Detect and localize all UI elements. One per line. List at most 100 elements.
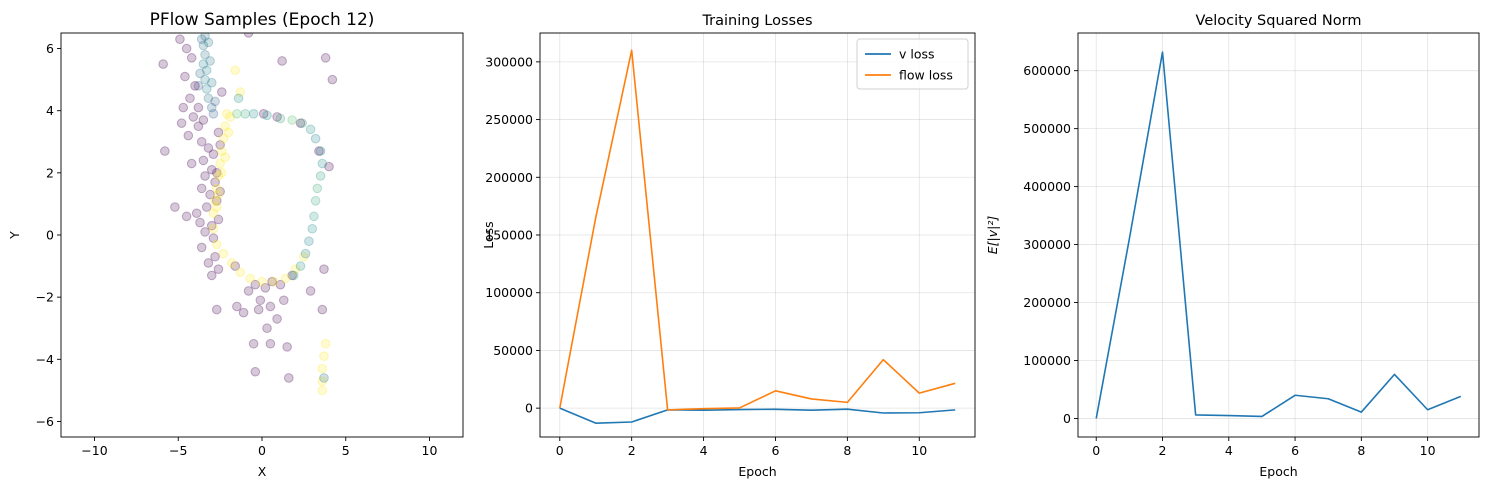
scatter-point — [201, 84, 212, 94]
scatter-point — [188, 112, 199, 122]
scatter-point — [327, 74, 338, 85]
scatter-point — [253, 304, 264, 315]
scatter-point — [176, 118, 187, 128]
scatter-point — [265, 301, 276, 312]
scatter-point — [217, 87, 227, 97]
scatter-point — [158, 59, 168, 69]
scatter-point — [210, 251, 220, 262]
scatter-point — [320, 338, 331, 349]
scatter-point — [196, 34, 207, 45]
x-tick-label: 4 — [1225, 443, 1233, 458]
y-axis-label: E[|v|²] — [985, 216, 1000, 255]
scatter-point — [200, 171, 210, 181]
scatter-point — [272, 314, 282, 324]
scatter-point — [320, 53, 331, 63]
scatter-point — [186, 158, 197, 169]
scatter-point — [206, 77, 217, 88]
scatter-point — [289, 270, 299, 281]
scatter-point — [211, 196, 222, 206]
y-tick-label: 0 — [46, 228, 54, 243]
scatter-point — [319, 373, 329, 383]
chart-title: Training Losses — [701, 13, 812, 29]
scatter-point — [217, 146, 227, 156]
scatter-point — [315, 146, 326, 156]
scatter-point — [245, 273, 256, 284]
scatter-point — [206, 164, 217, 175]
scatter-point — [258, 109, 269, 119]
scatter-point — [198, 115, 209, 125]
scatter-point — [250, 366, 261, 377]
y-axis-label: Y — [7, 231, 22, 240]
scatter-point — [201, 202, 212, 212]
scatter-point — [262, 323, 272, 334]
scatter-point — [230, 65, 240, 76]
axes-frame — [1077, 32, 1480, 438]
scatter-point — [210, 96, 220, 107]
scatter-point — [175, 34, 185, 45]
x-tick-label: 8 — [1357, 443, 1365, 458]
chart-panel-3: 0 2 4 6 8 10 0 100000 200000 300000 400000 500000 60… — [985, 13, 1480, 479]
scatter-point — [267, 276, 277, 287]
scatter-point — [310, 196, 321, 206]
scatter-point — [198, 40, 209, 51]
legend-label: flow loss — [899, 68, 953, 83]
x-tick-label: 10 — [422, 443, 438, 458]
scatter-point — [180, 71, 190, 82]
x-tick-label: 6 — [1291, 443, 1299, 458]
scatter-point — [268, 276, 279, 287]
series-line-v-loss — [559, 407, 956, 424]
scatter-point — [208, 233, 219, 243]
scatter-point — [206, 102, 217, 113]
y-tick-label: 400000 — [1023, 179, 1071, 194]
x-tick-label: 8 — [843, 443, 851, 458]
scatter-point — [305, 286, 316, 296]
y-axis-label: Loss — [481, 221, 496, 248]
scatter-point — [193, 81, 204, 91]
scatter-point — [208, 208, 219, 219]
scatter-point — [211, 202, 222, 212]
scatter-point — [232, 109, 242, 119]
scatter-point — [213, 189, 224, 200]
plot-area — [1095, 51, 1462, 419]
x-tick-label: 5 — [342, 443, 350, 458]
scatter-point — [235, 87, 246, 97]
legend-box — [856, 38, 969, 90]
scatter-point — [222, 109, 232, 119]
y-tick-label: 300000 — [1023, 237, 1071, 252]
series-line-flow-loss — [558, 49, 956, 411]
scatter-point — [317, 304, 328, 315]
scatter-point — [191, 208, 202, 219]
scatter-point — [230, 261, 240, 271]
x-tick-label: 0 — [258, 443, 266, 458]
scatter-point — [304, 236, 314, 247]
x-tick-label: 6 — [771, 443, 779, 458]
scatter-point — [206, 270, 217, 281]
x-axis-label: X — [258, 464, 267, 479]
y-tick-label: −4 — [36, 352, 54, 367]
chart-panel-2: 0 2 4 6 8 10 0 50000 100000 150000 200000 250000 300… — [481, 13, 976, 479]
y-tick-label: 100000 — [485, 285, 533, 300]
scatter-point — [198, 155, 209, 166]
scatter-point — [317, 363, 328, 374]
scatter-point — [277, 56, 287, 66]
scatter-point — [203, 93, 214, 104]
scatter-point — [193, 102, 204, 113]
scatter-point — [314, 146, 324, 156]
scatter-point — [310, 133, 321, 144]
scatter-point — [232, 301, 242, 312]
scatter-point — [215, 158, 225, 169]
y-tick-label: 0 — [1063, 411, 1071, 426]
scatter-point — [200, 74, 210, 85]
scatter-point — [324, 161, 334, 172]
scatter-point — [278, 295, 289, 306]
scatter-point — [201, 65, 212, 76]
scatter-point — [217, 168, 227, 178]
y-tick-label: 0 — [525, 401, 533, 416]
scatter-point — [208, 149, 219, 159]
chart-title: PFlow Samples (Epoch 12) — [150, 10, 375, 30]
scatter-point — [319, 351, 329, 362]
scatter-point — [196, 183, 207, 194]
scatter-point — [213, 264, 224, 274]
scatter-point — [205, 56, 215, 66]
